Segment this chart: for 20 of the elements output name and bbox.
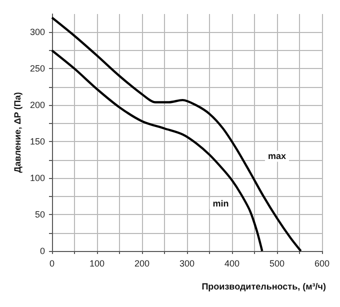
y-tick-label: 50 xyxy=(34,210,45,220)
annotation: max xyxy=(268,151,286,162)
y-tick-label: 200 xyxy=(30,100,45,110)
y-tick-label: 0 xyxy=(40,246,45,256)
x-tick-label: 500 xyxy=(269,258,285,268)
x-tick-label: 300 xyxy=(179,258,195,268)
y-tick-label: 300 xyxy=(30,27,45,38)
annotation: min xyxy=(212,198,229,209)
x-axis-title: Производительность, (м³/ч) xyxy=(202,282,326,292)
y-tick-label: 250 xyxy=(30,64,45,74)
y-tick-label: 150 xyxy=(30,136,45,147)
x-tick-label: 400 xyxy=(224,258,240,268)
x-tick-label: 200 xyxy=(134,258,150,268)
y-axis-title: Давление, ΔP (Па) xyxy=(12,92,22,173)
x-tick-label: 0 xyxy=(49,258,55,268)
x-tick-label: 100 xyxy=(89,258,105,268)
line-series xyxy=(50,49,264,252)
y-tick-label: 100 xyxy=(30,173,45,184)
x-tick-label: 600 xyxy=(314,258,330,268)
line-series xyxy=(50,16,302,252)
